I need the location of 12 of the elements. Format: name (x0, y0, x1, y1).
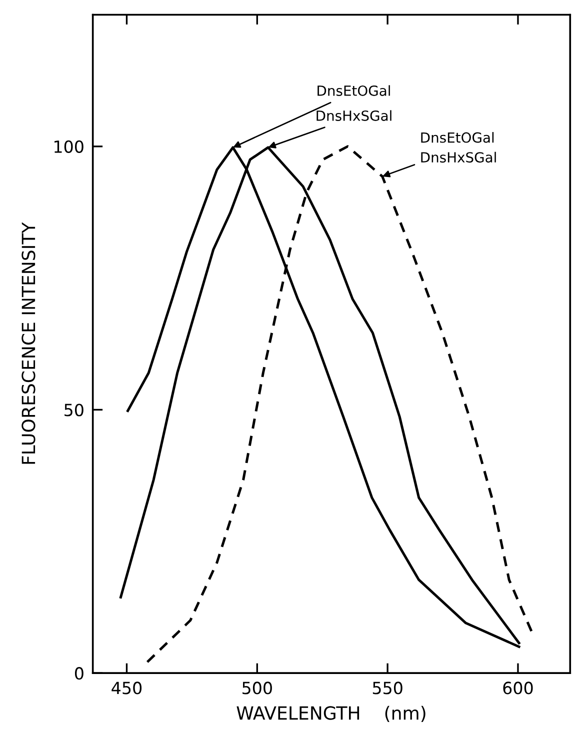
y-tick-label: 50 (64, 404, 84, 416)
annotation: DnsEtOGal DnsHxSGal (421, 132, 496, 163)
y-axis-title: FLUORESCENCE INTENSITY (22, 222, 36, 464)
y-tick-label: 100 (54, 140, 84, 153)
x-tick-label: 450 (112, 682, 142, 694)
x-axis-title: WAVELENGTH (nm) (236, 706, 426, 722)
x-tick-label: 500 (242, 682, 272, 694)
y-tick-label: 0 (74, 667, 84, 680)
x-tick-label: 600 (503, 682, 533, 694)
annotation: DnsHxSGal (316, 110, 392, 121)
x-tick-label: 550 (372, 682, 402, 694)
annotation: DnsEtOGal (318, 85, 390, 96)
